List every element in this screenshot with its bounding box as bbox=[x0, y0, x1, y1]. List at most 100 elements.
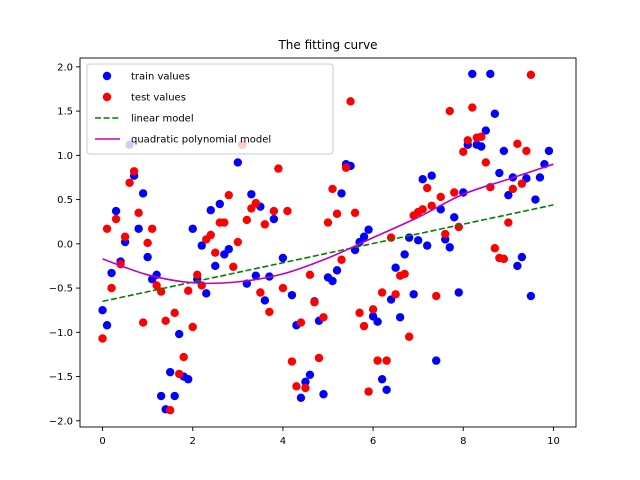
test-point bbox=[296, 318, 306, 327]
y-tick-label: 1.5 bbox=[57, 107, 73, 118]
test-point bbox=[152, 281, 161, 290]
test-point bbox=[229, 262, 238, 272]
test-point bbox=[459, 147, 468, 156]
test-point bbox=[441, 229, 450, 239]
test-point bbox=[404, 332, 414, 341]
x-tick-label: 6 bbox=[370, 436, 376, 447]
train-point bbox=[504, 190, 513, 200]
x-tick-label: 4 bbox=[280, 436, 286, 447]
train-point bbox=[301, 377, 310, 387]
test-point bbox=[184, 286, 193, 295]
test-point bbox=[391, 290, 400, 299]
train-point bbox=[535, 173, 545, 182]
test-point bbox=[301, 383, 310, 393]
train-point bbox=[247, 190, 256, 199]
test-point bbox=[323, 218, 333, 227]
test-point bbox=[436, 192, 445, 202]
x-tick-label: 10 bbox=[547, 436, 560, 447]
test-point bbox=[251, 198, 261, 208]
test-point bbox=[364, 387, 373, 396]
train-point bbox=[423, 241, 432, 250]
test-point bbox=[359, 321, 369, 331]
test-point bbox=[138, 318, 148, 327]
train-point bbox=[107, 268, 116, 278]
train-point bbox=[373, 317, 382, 326]
train-point bbox=[319, 390, 328, 399]
train-point bbox=[197, 241, 206, 250]
legend-label: train values bbox=[131, 72, 190, 83]
test-point bbox=[468, 103, 477, 112]
train-point bbox=[413, 236, 423, 245]
test-point bbox=[287, 357, 297, 366]
train-point bbox=[215, 199, 224, 209]
test-point bbox=[517, 179, 527, 188]
plot-area bbox=[98, 69, 554, 415]
train-point bbox=[377, 375, 387, 384]
test-point bbox=[346, 97, 355, 106]
y-tick-label: −2.0 bbox=[49, 416, 73, 427]
train-point bbox=[98, 305, 107, 315]
train-point bbox=[517, 252, 527, 262]
test-point bbox=[400, 269, 409, 279]
train-point bbox=[513, 261, 522, 271]
test-point bbox=[278, 283, 288, 293]
legend-test-marker bbox=[102, 92, 112, 102]
test-point bbox=[445, 106, 454, 116]
train-point bbox=[454, 288, 463, 297]
legend-label: test values bbox=[131, 93, 186, 104]
test-point bbox=[526, 70, 536, 80]
test-point bbox=[260, 220, 270, 229]
train-point bbox=[495, 168, 504, 178]
test-point bbox=[368, 305, 378, 314]
train-point bbox=[526, 291, 536, 301]
test-point bbox=[269, 206, 279, 216]
test-point bbox=[418, 205, 427, 214]
test-point bbox=[98, 334, 107, 343]
train-point bbox=[409, 290, 418, 299]
test-point bbox=[165, 405, 175, 415]
test-point bbox=[193, 270, 202, 279]
y-tick-label: −1.0 bbox=[49, 328, 73, 339]
test-point bbox=[211, 248, 220, 257]
train-point bbox=[202, 289, 211, 298]
train-point bbox=[260, 296, 270, 305]
test-point bbox=[463, 136, 472, 145]
chart-title: The fitting curve bbox=[277, 38, 377, 52]
train-point bbox=[165, 367, 175, 377]
train-point bbox=[224, 244, 233, 254]
x-tick-label: 8 bbox=[460, 436, 466, 447]
train-point bbox=[445, 243, 454, 252]
train-point bbox=[111, 206, 121, 216]
train-point bbox=[269, 214, 279, 224]
test-point bbox=[188, 322, 197, 332]
y-tick-label: 0.5 bbox=[57, 195, 73, 206]
series-train-values bbox=[98, 69, 554, 414]
test-point bbox=[170, 308, 179, 318]
test-point bbox=[332, 209, 342, 218]
test-point bbox=[107, 283, 116, 293]
train-point bbox=[486, 69, 495, 79]
test-point bbox=[432, 291, 441, 301]
test-point bbox=[147, 224, 157, 233]
train-point bbox=[296, 393, 306, 402]
test-point bbox=[283, 206, 292, 216]
test-point bbox=[305, 270, 315, 279]
train-point bbox=[251, 271, 261, 280]
train-point bbox=[418, 175, 427, 184]
test-point bbox=[274, 164, 283, 173]
test-point bbox=[143, 238, 152, 248]
train-point bbox=[233, 158, 243, 167]
train-point bbox=[364, 225, 373, 234]
test-point bbox=[328, 184, 337, 194]
x-tick-label: 2 bbox=[190, 436, 196, 447]
legend: train values test values linear model quadr… bbox=[86, 63, 334, 155]
test-point bbox=[337, 255, 346, 264]
train-point bbox=[305, 370, 315, 379]
test-point bbox=[129, 167, 139, 176]
test-point bbox=[490, 244, 500, 253]
test-point bbox=[386, 233, 396, 242]
test-point bbox=[220, 218, 229, 227]
test-point bbox=[423, 183, 432, 193]
train-point bbox=[143, 252, 152, 262]
train-point bbox=[211, 261, 220, 271]
